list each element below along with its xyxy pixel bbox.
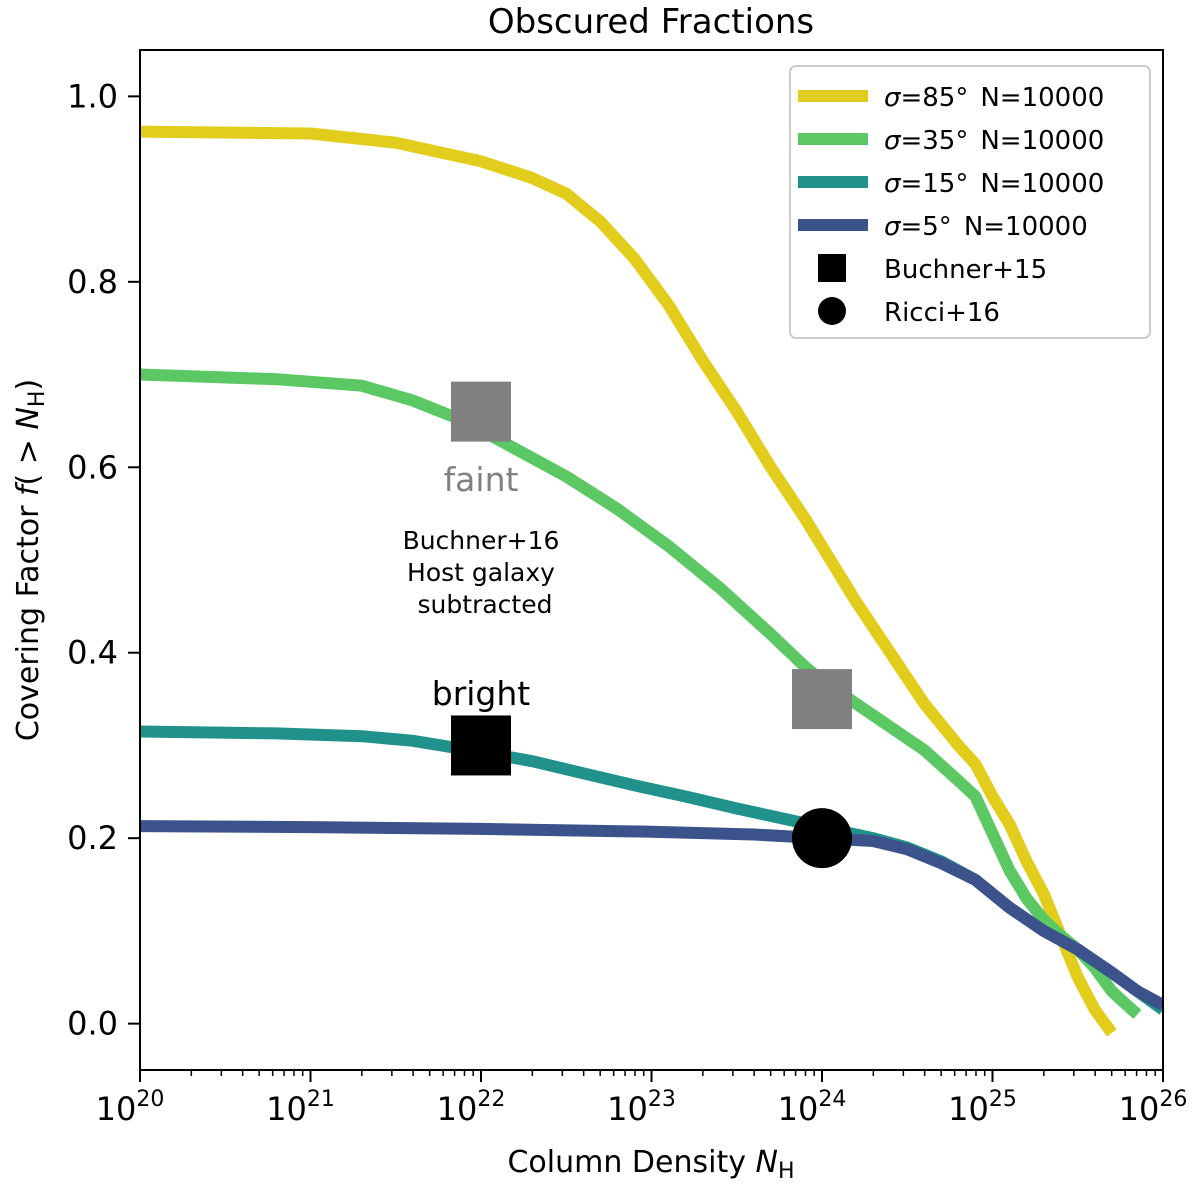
x-tick-exponent: 26 (1159, 1087, 1187, 1112)
x-tick-base: 10 (266, 1090, 307, 1128)
x-axis-label-symbol: N (756, 1145, 778, 1180)
x-tick-exponent: 25 (989, 1087, 1017, 1112)
y-tick-label: 0.0 (67, 1005, 118, 1043)
x-tick-exponent: 22 (477, 1087, 505, 1112)
annotation-faint: faint (444, 460, 519, 499)
marker-square (451, 381, 511, 442)
x-tick-base: 10 (437, 1090, 478, 1128)
marker-square (451, 715, 511, 776)
legend-count: N=10000 (980, 126, 1104, 156)
x-tick-base: 10 (607, 1090, 648, 1128)
y-axis: 0.0 0.2 0.4 0.6 0.8 1.0 (67, 77, 140, 1043)
x-tick-base: 10 (1119, 1090, 1160, 1128)
x-tick-label: 1025 (948, 1087, 1017, 1128)
series-line (140, 368, 1142, 1019)
annotation-host-line1: Buchner+16 (403, 526, 560, 555)
series-line (140, 125, 1117, 1037)
legend-angle: =85° (900, 83, 968, 113)
annotation-bright: bright (432, 674, 531, 713)
annotation-host-line2: Host galaxy (407, 558, 555, 587)
x-tick-exponent: 20 (136, 1087, 164, 1112)
legend-angle: =35° (900, 126, 968, 156)
legend-frame (789, 65, 1151, 339)
data-markers (451, 381, 852, 869)
y-tick-label: 0.6 (67, 448, 118, 486)
legend-sigma: σ (884, 169, 902, 199)
x-tick-base: 10 (778, 1090, 819, 1128)
legend-marker-label: Buchner+15 (884, 255, 1047, 285)
legend-angle: =15° (900, 169, 968, 199)
x-tick-label: 1021 (266, 1087, 335, 1128)
x-tick-exponent: 21 (307, 1087, 335, 1112)
x-tick-base: 10 (96, 1090, 137, 1128)
x-tick-label: 1020 (96, 1087, 165, 1128)
x-tick-base: 10 (948, 1090, 989, 1128)
y-axis-label: Covering Factor f( > NH) (11, 379, 50, 741)
y-axis-label-main: Covering Factor (11, 496, 46, 741)
x-tick-label: 1022 (437, 1087, 506, 1128)
legend-sigma: σ (884, 83, 902, 113)
legend-sigma: σ (884, 212, 902, 242)
annotation-host-line3: subtracted (418, 590, 553, 619)
legend-sigma: σ (884, 126, 902, 156)
x-tick-label: 1026 (1119, 1087, 1188, 1128)
y-axis-label-paren-close: ) (11, 379, 46, 391)
y-axis-label-subscript: H (25, 391, 50, 408)
legend-label: σ=85° N=10000 (884, 83, 1104, 113)
x-axis-label-main: Column Density (507, 1145, 755, 1180)
axes-frame (139, 49, 1164, 1071)
x-tick-exponent: 24 (818, 1087, 846, 1112)
x-tick-exponent: 23 (648, 1087, 676, 1112)
legend-square-marker (818, 254, 846, 282)
legend-label: σ=35° N=10000 (884, 126, 1104, 156)
legend-circle-marker (818, 297, 846, 325)
y-tick-label: 0.8 (67, 263, 118, 301)
legend-marker-label: Ricci+16 (884, 298, 1000, 328)
plot-area: 1020 1021 1022 1023 1024 1025 1026 0.00.20.40.… (67, 49, 1188, 1128)
legend-count: N=10000 (980, 83, 1104, 113)
y-tick-label: 0.4 (67, 634, 118, 672)
legend-label: σ=15° N=10000 (884, 169, 1104, 199)
x-tick-label: 1024 (778, 1087, 847, 1128)
marker-circle (792, 808, 852, 869)
y-tick-label: 0.2 (67, 819, 118, 857)
legend-label: σ=5° N=10000 (884, 212, 1088, 242)
legend-angle: =5° (900, 212, 951, 242)
series-line (140, 820, 1163, 1011)
y-tick-label: 1.0 (67, 77, 118, 115)
marker-square (792, 669, 852, 730)
y-axis-label-paren-open: ( > (11, 430, 46, 486)
x-axis: 1020 1021 1022 1023 1024 1025 1026 (96, 1070, 1188, 1128)
x-tick-label: 1023 (607, 1087, 676, 1128)
legend-count: N=10000 (964, 212, 1088, 242)
x-axis-label: Column Density NH (507, 1145, 794, 1184)
x-axis-label-subscript: H (778, 1159, 795, 1184)
chart-title: Obscured Fractions (488, 2, 814, 42)
legend-count: N=10000 (980, 169, 1104, 199)
y-axis-label-symbol: N (11, 407, 46, 429)
